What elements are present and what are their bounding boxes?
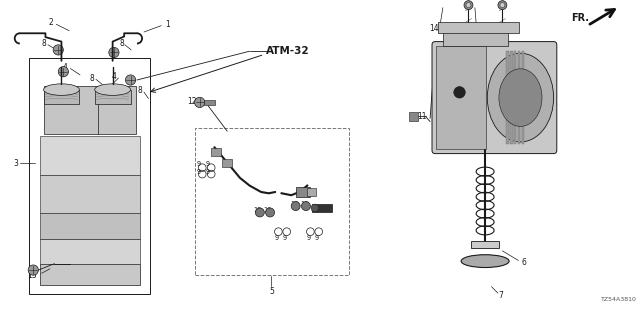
Text: 10: 10: [253, 207, 262, 213]
Circle shape: [454, 86, 465, 98]
Bar: [312, 204, 332, 212]
Text: 9: 9: [196, 169, 200, 174]
Text: 9: 9: [275, 235, 278, 241]
Bar: [307, 188, 316, 196]
Circle shape: [466, 3, 471, 8]
FancyBboxPatch shape: [432, 42, 557, 154]
Bar: [522, 51, 524, 144]
Text: 8: 8: [41, 39, 46, 48]
Text: 8: 8: [119, 39, 124, 48]
Circle shape: [266, 208, 275, 217]
Text: 14: 14: [475, 24, 485, 33]
Text: 4: 4: [63, 63, 68, 72]
Bar: [438, 22, 519, 33]
Ellipse shape: [461, 255, 509, 268]
Bar: [40, 264, 140, 285]
Bar: [44, 86, 136, 134]
Bar: [443, 32, 508, 46]
Bar: [29, 58, 150, 294]
Text: 13: 13: [27, 271, 37, 280]
Ellipse shape: [44, 84, 79, 95]
Text: 2: 2: [49, 18, 54, 27]
Circle shape: [109, 47, 119, 58]
Text: ATM-32: ATM-32: [435, 47, 479, 58]
Text: 8: 8: [89, 74, 94, 83]
Text: 10: 10: [300, 201, 309, 206]
Text: 10: 10: [263, 207, 272, 213]
Text: 1: 1: [165, 20, 170, 29]
Text: 9: 9: [307, 235, 310, 241]
Bar: [506, 51, 509, 144]
Text: 9: 9: [205, 161, 209, 167]
Text: 4: 4: [111, 72, 116, 81]
Bar: [95, 90, 131, 104]
Circle shape: [58, 67, 68, 77]
Circle shape: [255, 208, 264, 217]
Bar: [514, 51, 516, 144]
Text: 3: 3: [13, 159, 18, 168]
Circle shape: [498, 1, 507, 10]
Text: 9: 9: [315, 235, 319, 241]
Text: 11: 11: [418, 112, 427, 121]
Circle shape: [291, 202, 300, 211]
Bar: [222, 159, 232, 167]
Text: 9: 9: [196, 161, 200, 167]
Circle shape: [500, 3, 505, 8]
Text: 14: 14: [429, 24, 439, 33]
Ellipse shape: [499, 69, 542, 126]
Circle shape: [125, 75, 136, 85]
Text: 8: 8: [137, 86, 142, 95]
Text: 5: 5: [269, 287, 274, 296]
Bar: [195, 128, 349, 275]
Circle shape: [301, 202, 310, 211]
Bar: [296, 187, 310, 197]
Text: 12: 12: [188, 97, 196, 106]
Text: ATM-32: ATM-32: [266, 46, 309, 56]
Text: TZ54A3810: TZ54A3810: [601, 297, 637, 302]
Text: FR.: FR.: [571, 13, 589, 23]
Text: 10: 10: [290, 201, 299, 206]
Circle shape: [311, 204, 319, 212]
Bar: [510, 51, 513, 144]
Bar: [211, 148, 221, 156]
Bar: [44, 90, 79, 104]
Bar: [40, 175, 140, 213]
Text: 9: 9: [283, 235, 287, 241]
Bar: [204, 100, 215, 105]
Circle shape: [464, 1, 473, 10]
Bar: [40, 213, 140, 239]
Text: 7: 7: [498, 291, 503, 300]
Bar: [409, 112, 418, 121]
Bar: [40, 239, 140, 264]
Bar: [436, 46, 486, 149]
Bar: [40, 136, 140, 175]
Circle shape: [195, 97, 205, 108]
Bar: [518, 51, 520, 144]
Ellipse shape: [487, 53, 554, 142]
Ellipse shape: [95, 84, 131, 95]
Circle shape: [28, 265, 38, 275]
Text: 9: 9: [205, 169, 209, 174]
Bar: [471, 241, 499, 248]
Text: 6: 6: [521, 258, 526, 267]
Circle shape: [53, 45, 63, 55]
